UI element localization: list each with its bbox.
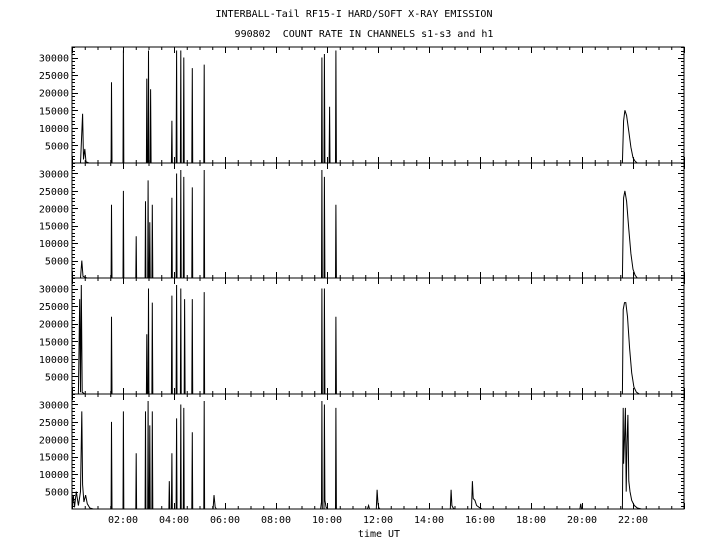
panel-frame	[71, 162, 685, 279]
x-tick-label: 08:00	[261, 515, 291, 526]
y-tick-label: 20000	[39, 89, 69, 100]
x-tick-label: 18:00	[516, 515, 546, 526]
series-line	[71, 400, 684, 510]
y-tick-label: 20000	[39, 204, 69, 215]
series-line	[72, 50, 684, 164]
chart-title-line-2: 990802 COUNT RATE IN CHANNELS s1-s3 and …	[234, 29, 494, 40]
y-tick-label: 10000	[39, 470, 69, 481]
y-tick-label: 5000	[45, 488, 69, 499]
x-tick-label: 02:00	[108, 515, 138, 526]
x-tick-label: 12:00	[363, 515, 393, 526]
y-tick-label: 25000	[39, 302, 69, 313]
y-tick-label: 15000	[39, 453, 69, 464]
y-tick-label: 10000	[39, 239, 69, 250]
x-tick-label: 20:00	[567, 515, 597, 526]
chart-title-line-1: INTERBALL-Tail RF15-I HARD/SOFT X-RAY EM…	[215, 9, 493, 20]
series-line	[72, 284, 684, 395]
y-tick-label: 30000	[39, 285, 69, 296]
y-tick-label: 25000	[39, 187, 69, 198]
x-tick-label: 16:00	[465, 515, 495, 526]
y-tick-label: 25000	[39, 418, 69, 429]
y-tick-label: 30000	[39, 169, 69, 180]
panel-frame	[71, 46, 685, 164]
y-tick-label: 20000	[39, 320, 69, 331]
panel-frame	[71, 277, 685, 395]
y-tick-label: 15000	[39, 337, 69, 348]
series-line	[72, 169, 684, 279]
x-tick-label: 10:00	[312, 515, 342, 526]
y-tick-label: 10000	[39, 124, 69, 135]
panel-frame	[71, 393, 685, 510]
y-tick-label: 30000	[39, 54, 69, 65]
y-tick-label: 5000	[45, 141, 69, 152]
y-tick-label: 10000	[39, 355, 69, 366]
y-tick-label: 5000	[45, 257, 69, 268]
x-tick-label: 04:00	[159, 515, 189, 526]
x-tick-label: 22:00	[618, 515, 648, 526]
y-tick-label: 20000	[39, 435, 69, 446]
y-tick-label: 30000	[39, 400, 69, 411]
x-axis-label: time UT	[358, 529, 400, 540]
y-tick-label: 25000	[39, 71, 69, 82]
x-tick-label: 14:00	[414, 515, 444, 526]
x-tick-label: 06:00	[210, 515, 240, 526]
y-tick-label: 15000	[39, 106, 69, 117]
y-tick-label: 5000	[45, 372, 69, 383]
y-tick-label: 15000	[39, 222, 69, 233]
